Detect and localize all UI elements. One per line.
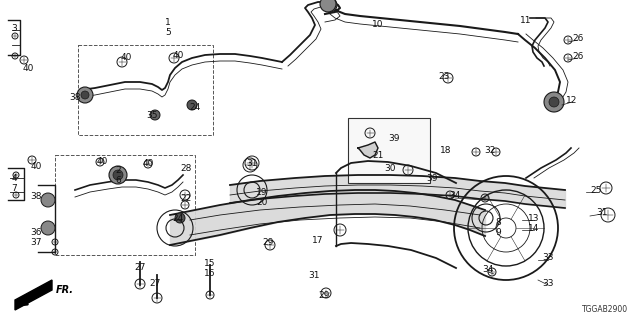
Text: 38: 38 bbox=[30, 191, 42, 201]
Text: 24: 24 bbox=[172, 213, 184, 222]
Text: 8: 8 bbox=[495, 218, 501, 227]
Text: 40: 40 bbox=[22, 63, 34, 73]
Text: FR.: FR. bbox=[56, 285, 74, 295]
Text: 34: 34 bbox=[483, 266, 493, 275]
Circle shape bbox=[544, 92, 564, 112]
Text: 40: 40 bbox=[120, 52, 132, 61]
Text: 34: 34 bbox=[449, 190, 461, 199]
Text: 29: 29 bbox=[318, 291, 330, 300]
Text: 9: 9 bbox=[495, 228, 501, 236]
Text: 19: 19 bbox=[256, 188, 268, 196]
Text: 15: 15 bbox=[204, 260, 216, 268]
Text: 40: 40 bbox=[30, 162, 42, 171]
Polygon shape bbox=[358, 142, 378, 158]
Circle shape bbox=[41, 193, 55, 207]
Text: 38: 38 bbox=[69, 92, 81, 101]
Text: 21: 21 bbox=[372, 150, 384, 159]
Text: 27: 27 bbox=[134, 262, 146, 271]
Circle shape bbox=[320, 0, 336, 12]
Text: 12: 12 bbox=[566, 95, 578, 105]
Circle shape bbox=[549, 97, 559, 107]
Text: 11: 11 bbox=[520, 15, 532, 25]
Text: 20: 20 bbox=[256, 197, 268, 206]
Text: 28: 28 bbox=[180, 164, 192, 172]
Text: 27: 27 bbox=[149, 279, 161, 289]
Bar bbox=[348, 118, 430, 183]
Circle shape bbox=[187, 100, 197, 110]
Text: 35: 35 bbox=[147, 110, 157, 119]
Text: 26: 26 bbox=[572, 52, 584, 60]
Text: 37: 37 bbox=[30, 237, 42, 246]
Text: 18: 18 bbox=[440, 146, 452, 155]
Polygon shape bbox=[15, 280, 52, 310]
Text: 31: 31 bbox=[246, 158, 258, 167]
Text: 39: 39 bbox=[388, 133, 400, 142]
Text: 23: 23 bbox=[438, 71, 450, 81]
Bar bbox=[78, 45, 213, 135]
Text: 7: 7 bbox=[11, 183, 17, 193]
Text: 26: 26 bbox=[572, 34, 584, 43]
Text: 29: 29 bbox=[262, 237, 274, 246]
Circle shape bbox=[41, 221, 55, 235]
Text: 22: 22 bbox=[180, 194, 191, 203]
Circle shape bbox=[77, 87, 93, 103]
Circle shape bbox=[113, 170, 123, 180]
Circle shape bbox=[175, 213, 185, 223]
Text: 10: 10 bbox=[372, 20, 384, 28]
Text: TGGAB2900: TGGAB2900 bbox=[582, 305, 628, 314]
Bar bbox=[55, 155, 195, 255]
Text: 33: 33 bbox=[542, 279, 554, 289]
Text: 33: 33 bbox=[542, 253, 554, 262]
Text: 1: 1 bbox=[165, 18, 171, 27]
Circle shape bbox=[150, 110, 160, 120]
Text: 6: 6 bbox=[115, 175, 121, 185]
Text: 40: 40 bbox=[142, 158, 154, 167]
Text: 14: 14 bbox=[528, 223, 540, 233]
Text: 39: 39 bbox=[426, 173, 438, 182]
Text: 24: 24 bbox=[189, 102, 200, 111]
Text: 17: 17 bbox=[312, 236, 324, 244]
Text: 32: 32 bbox=[484, 146, 496, 155]
Circle shape bbox=[109, 166, 127, 184]
Text: 3: 3 bbox=[11, 23, 17, 33]
Text: 40: 40 bbox=[172, 51, 184, 60]
Text: 25: 25 bbox=[590, 186, 602, 195]
Text: 36: 36 bbox=[30, 228, 42, 236]
Text: 4: 4 bbox=[11, 173, 17, 182]
Circle shape bbox=[323, 0, 337, 12]
Text: 16: 16 bbox=[204, 269, 216, 278]
Text: 13: 13 bbox=[528, 213, 540, 222]
Text: 31: 31 bbox=[596, 207, 608, 217]
Text: 30: 30 bbox=[384, 164, 396, 172]
Circle shape bbox=[81, 91, 89, 99]
Text: 40: 40 bbox=[96, 156, 108, 165]
Text: 5: 5 bbox=[165, 28, 171, 36]
Text: 31: 31 bbox=[308, 270, 320, 279]
Text: 2: 2 bbox=[115, 165, 121, 174]
